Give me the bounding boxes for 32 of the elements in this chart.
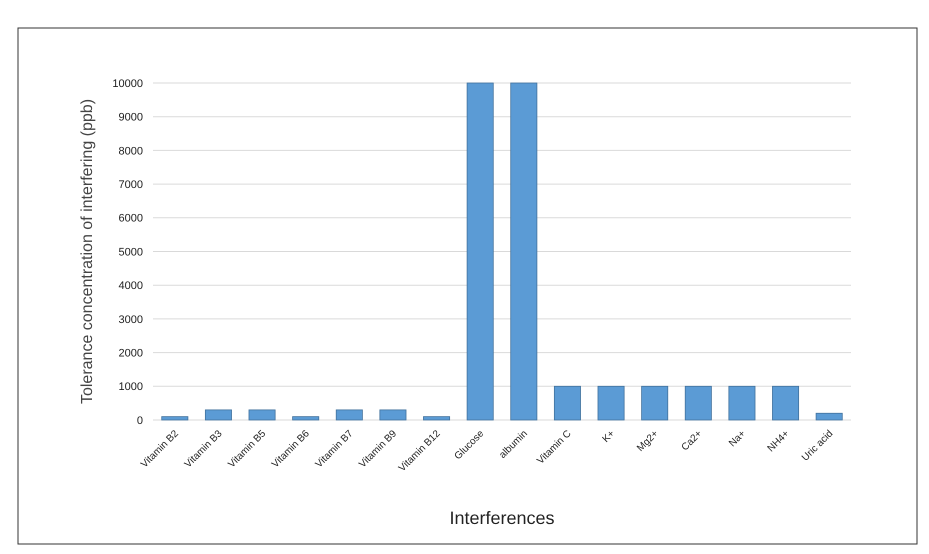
y-tick-label: 10000 bbox=[112, 78, 143, 90]
y-axis-title: Tolerance concentration of interfering (ppb) bbox=[79, 98, 96, 404]
y-tick-label: 8000 bbox=[118, 145, 143, 158]
bar bbox=[641, 386, 668, 420]
bar bbox=[161, 416, 188, 420]
bar bbox=[423, 416, 450, 420]
bar bbox=[248, 409, 276, 420]
y-tick-label: 7000 bbox=[118, 178, 143, 191]
bar bbox=[684, 386, 712, 420]
bar bbox=[292, 416, 320, 420]
bar bbox=[466, 82, 494, 420]
bar bbox=[816, 412, 843, 420]
y-tick-label: 3000 bbox=[118, 314, 143, 326]
x-tick-label: Uric acid bbox=[800, 428, 836, 464]
x-axis-title: Interferences bbox=[449, 508, 555, 528]
bar bbox=[598, 386, 625, 420]
y-tick-label: 1000 bbox=[118, 381, 143, 394]
y-tick-label: 4000 bbox=[118, 280, 143, 292]
y-tick-label: 5000 bbox=[118, 246, 143, 258]
bar bbox=[336, 409, 363, 420]
y-tick-label: 9000 bbox=[118, 112, 143, 124]
bar bbox=[204, 409, 232, 420]
y-tick-label: 2000 bbox=[118, 347, 143, 360]
y-tick-label: 6000 bbox=[118, 212, 143, 225]
bar bbox=[772, 386, 800, 420]
bar bbox=[554, 386, 581, 420]
x-tick-label: K+ bbox=[600, 428, 618, 445]
bar bbox=[510, 82, 538, 420]
bar bbox=[728, 386, 756, 420]
x-tick-label: Na+ bbox=[727, 428, 748, 450]
bar bbox=[379, 409, 406, 420]
y-tick-label: 0 bbox=[136, 414, 143, 427]
